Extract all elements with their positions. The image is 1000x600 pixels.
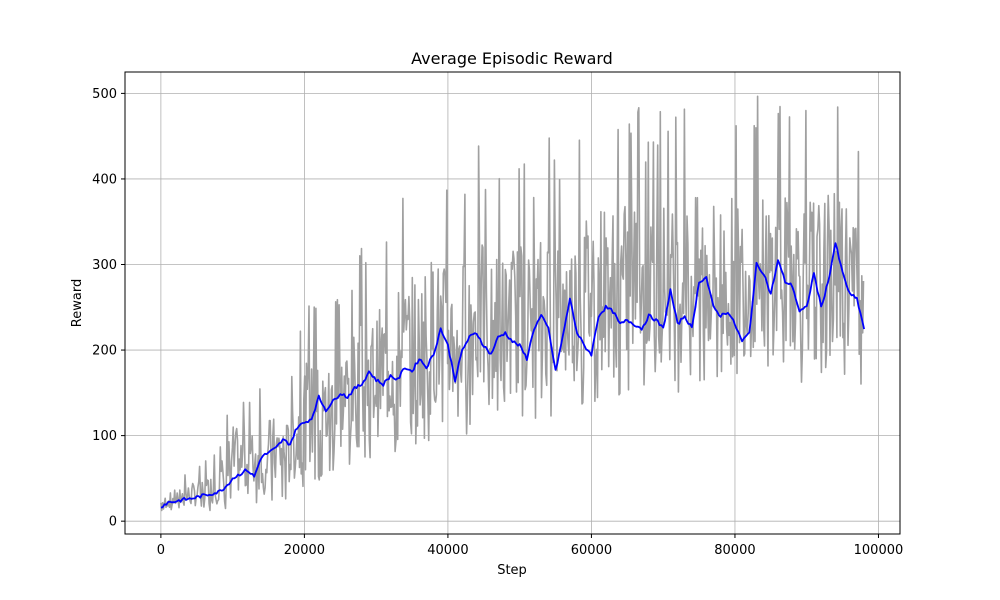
y-tick-label: 500 [92, 87, 117, 102]
chart-title: Average Episodic Reward [411, 49, 613, 68]
y-axis-ticks: 0 100 200 300 400 500 [92, 87, 125, 530]
x-tick-label: 100000 [854, 543, 904, 558]
x-tick-label: 20000 [284, 543, 325, 558]
y-axis-label: Reward [70, 279, 85, 327]
x-axis-label: Step [497, 563, 527, 578]
y-tick-label: 300 [92, 258, 117, 273]
smoothed-reward-series [160, 242, 865, 509]
smoothed-reward-line [160, 242, 865, 509]
x-tick-label: 60000 [571, 543, 612, 558]
y-tick-label: 100 [92, 429, 117, 444]
x-tick-label: 0 [157, 543, 165, 558]
y-tick-label: 0 [109, 515, 117, 530]
y-tick-label: 200 [92, 344, 117, 359]
x-axis-ticks: 0 20000 40000 60000 80000 100000 [157, 534, 904, 558]
plot-frame [124, 71, 901, 535]
y-tick-label: 400 [92, 172, 117, 187]
x-tick-label: 80000 [714, 543, 755, 558]
raw-reward-series [160, 95, 865, 512]
x-tick-label: 40000 [427, 543, 468, 558]
raw-reward-line [160, 95, 865, 512]
